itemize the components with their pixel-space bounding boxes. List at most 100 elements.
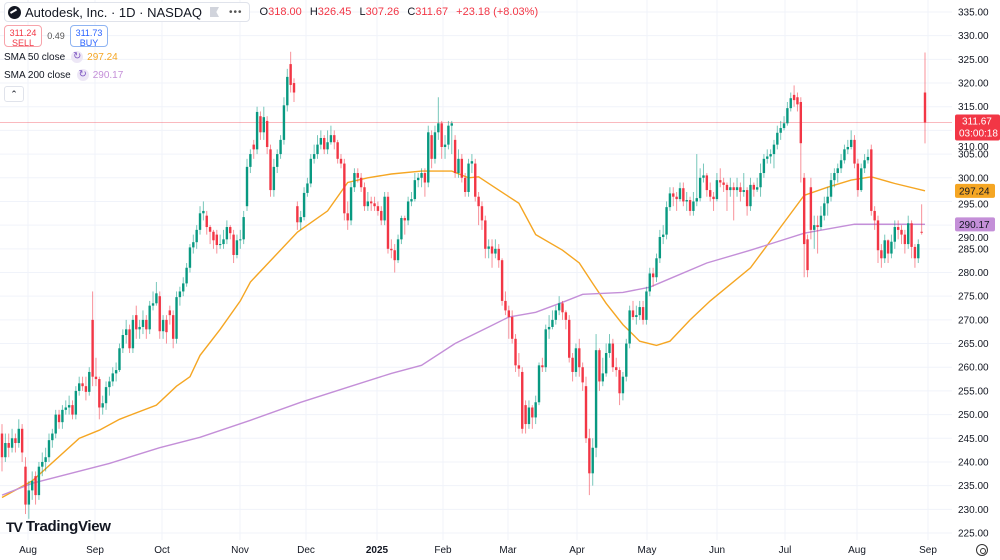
candle [101,395,104,415]
candle-body [849,139,853,147]
candle-body [477,196,480,207]
price-tick-label: 230.00 [958,505,989,516]
candle [98,376,101,420]
candle-body [766,156,769,159]
change-value: +23.18 (+8.03%) [456,6,539,18]
candle-body [813,225,816,230]
candle-body [903,234,907,245]
candle-body [641,307,645,320]
candle-body [900,229,903,235]
candle-body [705,175,709,191]
indicator-sma200[interactable]: SMA 200 close ↻ 290.17 [4,67,543,83]
time-tick-label: Aug [19,545,37,556]
gear-icon[interactable] [976,544,988,556]
candle [913,244,917,268]
refresh-icon[interactable]: ↻ [71,51,84,63]
candle-body [561,303,564,313]
candle-body [309,158,312,184]
candle [638,300,641,320]
candle [752,182,756,197]
candle-body [121,335,125,349]
candle [544,324,547,372]
candle [114,362,118,382]
candle [883,234,886,264]
ellipsis-icon[interactable]: ••• [229,6,243,18]
candle [440,120,443,159]
candle [31,471,34,500]
candle-body [829,180,833,197]
candle-body [645,291,648,320]
candle [554,305,557,325]
candle [450,120,453,155]
tradingview-logo[interactable]: TV TradingView [6,518,111,535]
candle-body [823,203,826,216]
candle [480,201,484,230]
price-axis[interactable]: 335.00 330.00 325.00 320.00 315.00 310.00305.… [958,8,989,540]
candle [625,338,628,382]
indicator-label: SMA 50 close [4,51,66,63]
candle [67,395,71,415]
candle-body [111,373,114,382]
chart-legend: Autodesk, Inc. · 1D · NASDAQ ••• O318.00… [4,2,543,102]
candle [615,357,618,377]
candle-body [648,273,651,292]
candle-body [504,300,507,311]
candle [692,191,695,216]
candle-body [601,373,604,382]
candle [282,97,286,145]
candle [366,191,370,211]
candle [239,229,242,249]
time-tick-label: Mar [499,545,517,556]
candle-body [67,405,71,408]
symbol-title-box[interactable]: Autodesk, Inc. · 1D · NASDAQ ••• [4,2,250,22]
candle-body [34,476,37,496]
candle-body [188,247,192,268]
candle [497,244,500,268]
candle-body [359,177,363,188]
candle-body [497,248,500,261]
indicator-sma50[interactable]: SMA 50 close ↻ 297.24 [4,49,543,65]
last-price-value: 311.67 [962,116,992,127]
candle-body [672,193,675,197]
candle-body [769,154,772,157]
sell-button[interactable]: 311.24 SELL [4,25,42,48]
candle-body [430,135,433,159]
candle [141,310,145,335]
candle [725,182,729,211]
candle-body [158,296,161,332]
candle-body [524,405,527,425]
candle-body [682,188,685,202]
candle [517,353,521,377]
flag-icon[interactable] [210,7,220,17]
candle-body [168,310,172,316]
candle [155,281,158,306]
candle-body [692,201,695,211]
candle [541,357,544,372]
candle-body [742,190,745,192]
candle [111,367,114,387]
candle [561,300,564,320]
candle [94,357,98,387]
candle-body [732,187,735,191]
candle-body [695,198,698,202]
candle [833,168,836,188]
time-axis[interactable]: Aug Sep Oct Nov Dec 2025 Feb Mar Apr May Jun Jul Aug… [19,545,937,556]
ohlc-readout: O318.00 H326.45 L307.26 C311.67 +23.18 (… [260,6,544,18]
candle-body [356,173,359,178]
candle-body [292,83,296,93]
buy-button[interactable]: 311.73 BUY [70,25,108,48]
sma50-line [1,170,926,499]
candle [705,173,709,197]
candle-body [218,244,222,246]
candle [490,239,494,268]
price-tick-label: 255.00 [958,386,989,397]
candle [903,229,907,254]
candle [732,182,735,221]
candle-body [171,315,175,339]
refresh-icon[interactable]: ↻ [76,69,89,81]
candle-body [759,173,762,188]
open-label: O [259,6,269,18]
chevron-up-icon[interactable]: ⌃ [4,86,24,102]
candle-body [386,196,390,249]
